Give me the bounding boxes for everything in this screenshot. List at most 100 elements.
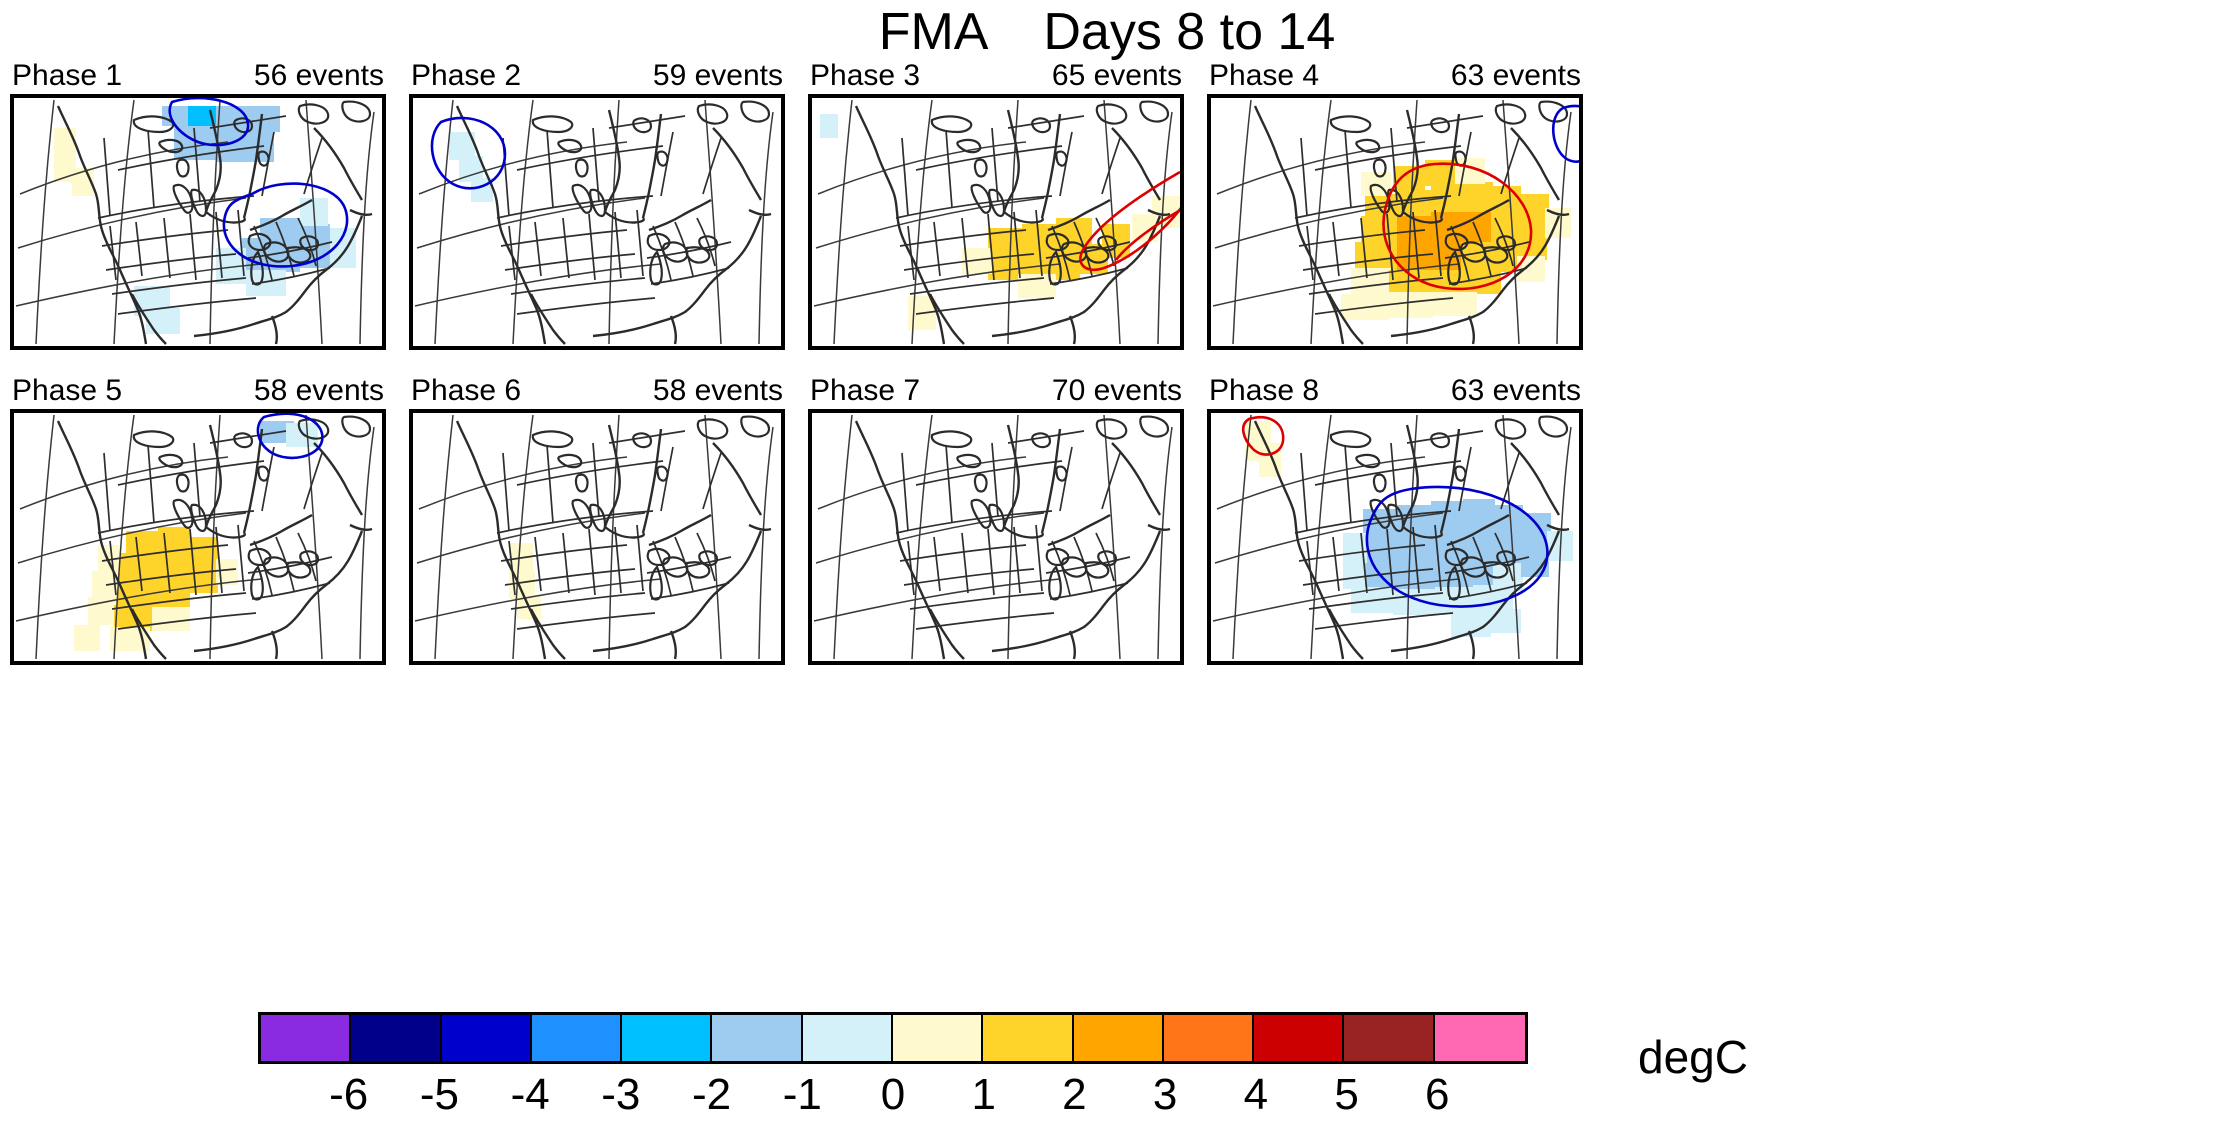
panel-header: Phase 6 58 events <box>409 374 785 409</box>
contour-line <box>430 116 507 190</box>
anomaly-cells <box>449 132 493 202</box>
event-count-label: 63 events <box>1450 59 1581 92</box>
map-svg <box>1212 99 1579 345</box>
colorbar-swatch <box>1344 1015 1435 1061</box>
panel-header: Phase 3 65 events <box>808 59 1184 94</box>
coastline <box>1253 420 1570 660</box>
figure-title: FMA Days 8 to 14 <box>878 3 1336 61</box>
significance-contours <box>1382 104 1579 291</box>
anomaly-cell <box>820 114 838 138</box>
coastline <box>455 105 772 345</box>
panel-header: Phase 7 70 events <box>808 374 1184 409</box>
anomaly-cell <box>216 132 274 162</box>
panel-phase-4: Phase 4 63 events <box>1207 59 1583 350</box>
anomaly-cell <box>1487 609 1521 633</box>
panel-phase-2: Phase 2 59 events <box>409 59 785 350</box>
colorbar-swatch <box>351 1015 442 1061</box>
anomaly-cell <box>158 553 192 585</box>
colorbar-swatch <box>1434 1015 1525 1061</box>
colorbar-tick-label: 4 <box>1243 1070 1269 1119</box>
phase-label: Phase 4 <box>1209 59 1320 92</box>
map-frame <box>808 409 1184 665</box>
phase-label: Phase 8 <box>1209 374 1320 407</box>
panel-header: Phase 4 63 events <box>1207 59 1583 94</box>
significance-contours <box>168 98 349 268</box>
phase-label: Phase 6 <box>411 374 522 407</box>
colorbar-swatch <box>531 1015 623 1061</box>
panel-phase-8: Phase 8 63 events <box>1207 374 1583 665</box>
contour-line <box>1114 208 1180 261</box>
colorbar-tick-label: 1 <box>971 1070 996 1119</box>
contour-line <box>168 98 250 147</box>
colorbar-swatch <box>1163 1015 1255 1061</box>
colorbar-tick-label: -1 <box>782 1070 822 1119</box>
colorbar-swatch <box>892 1015 984 1061</box>
coastline <box>1253 105 1570 345</box>
panel-header: Phase 1 56 events <box>10 59 386 94</box>
panel-header: Phase 8 63 events <box>1207 374 1583 409</box>
contour-line <box>222 182 349 268</box>
significance-contours <box>1079 170 1180 271</box>
phase-label: Phase 3 <box>810 59 921 92</box>
map-svg <box>15 413 375 660</box>
map-svg <box>414 99 774 345</box>
colorbar-tick-label: 6 <box>1425 1070 1450 1119</box>
colorbar-tick-label: -4 <box>510 1070 550 1119</box>
anomaly-cell <box>154 581 190 611</box>
contour-line <box>1241 416 1285 456</box>
map-frame <box>409 94 785 350</box>
event-count-label: 70 events <box>1051 374 1182 407</box>
significance-contours <box>1241 416 1549 608</box>
panel-header: Phase 5 58 events <box>10 374 386 409</box>
lakes-and-islands <box>1329 100 1569 286</box>
anomaly-cell <box>1463 499 1495 533</box>
colorbar-cells <box>258 1012 1528 1064</box>
map-frame <box>10 409 386 665</box>
colorbar-tick-label: -2 <box>692 1070 732 1119</box>
phase-label: Phase 5 <box>12 374 123 407</box>
anomaly-cell <box>1343 561 1365 589</box>
colorbar-swatch <box>802 1015 893 1061</box>
anomaly-cell <box>1519 194 1549 228</box>
event-count-label: 58 events <box>253 374 384 407</box>
lakes-and-islands <box>531 100 771 286</box>
coastline <box>455 420 772 660</box>
map-frame <box>808 94 1184 350</box>
phase-label: Phase 2 <box>411 59 522 92</box>
colorbar-tick-label: 2 <box>1062 1070 1087 1119</box>
phase-label: Phase 1 <box>12 59 123 92</box>
colorbar-tick-label: -6 <box>329 1070 369 1119</box>
map-svg <box>813 414 1173 660</box>
colorbar-swatch <box>712 1015 803 1061</box>
anomaly-cell <box>1397 561 1433 591</box>
colorbar-tick-label: 0 <box>880 1070 906 1119</box>
lakes-and-islands <box>531 415 771 601</box>
anomaly-cell <box>146 308 180 334</box>
anomaly-cell <box>88 597 116 625</box>
map-svg <box>15 98 375 345</box>
lakes-and-islands <box>930 100 1170 286</box>
colorbar-tick-label: 5 <box>1334 1070 1359 1119</box>
colorbar-swatch <box>1254 1015 1345 1061</box>
admin-borders <box>895 115 1131 315</box>
map-frame <box>1207 409 1583 665</box>
panel-phase-1: Phase 1 56 events <box>10 59 386 350</box>
anomaly-cell <box>54 128 76 154</box>
phase-label: Phase 7 <box>810 374 921 407</box>
anomaly-cell <box>1545 208 1571 238</box>
colorbar-swatch <box>1073 1015 1164 1061</box>
lakes-and-islands <box>1329 415 1569 601</box>
colorbar-swatch <box>983 1015 1074 1061</box>
admin-borders <box>496 115 732 315</box>
significance-contours <box>430 116 507 190</box>
colorbar-units-label: degC <box>1638 1031 1748 1083</box>
anomaly-cell <box>286 423 318 447</box>
coastline <box>56 105 373 345</box>
colorbar-swatch <box>261 1015 352 1061</box>
event-count-label: 58 events <box>652 374 783 407</box>
colorbar-tick-label: -3 <box>601 1070 641 1119</box>
anomaly-cells <box>509 543 541 619</box>
map-svg <box>1212 414 1573 660</box>
admin-borders <box>97 430 333 630</box>
